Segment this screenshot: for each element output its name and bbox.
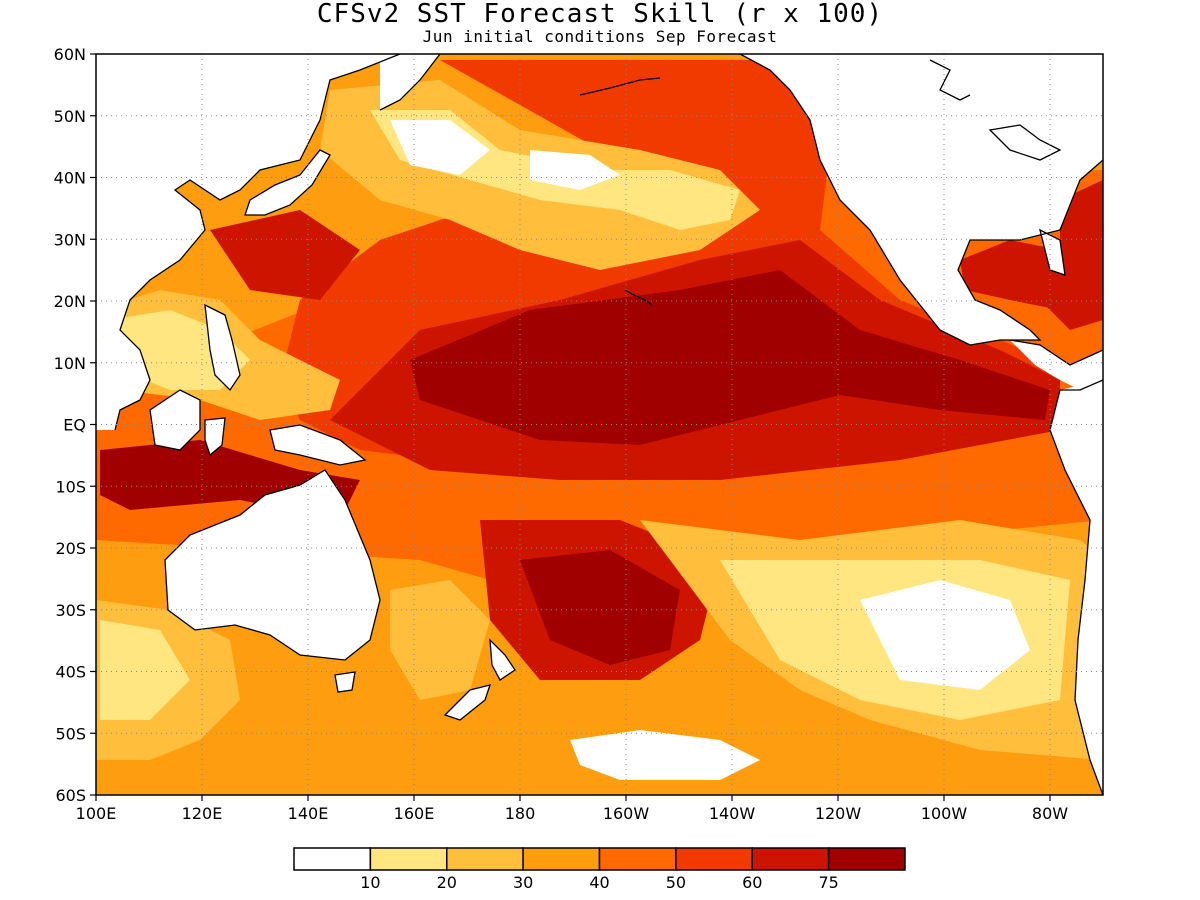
coast-great-lakes bbox=[988, 124, 1062, 161]
asia-land bbox=[96, 54, 400, 340]
grid-lines bbox=[96, 54, 1103, 795]
y-tick-label: 50N bbox=[54, 107, 86, 126]
map-subtitle: Jun initial conditions Sep Forecast bbox=[422, 27, 778, 46]
coast-philippines bbox=[204, 303, 241, 392]
new-guinea-land bbox=[270, 425, 365, 465]
y-tick-label: 10N bbox=[54, 354, 86, 373]
y-tick-label: 10S bbox=[55, 477, 86, 496]
colorbar-tick-label: 75 bbox=[818, 873, 838, 892]
field-west-pac-high bbox=[210, 210, 360, 300]
colorbar-tick-label: 40 bbox=[589, 873, 609, 892]
field-gulf-high bbox=[960, 240, 1060, 310]
y-tick-label: 30S bbox=[55, 601, 86, 620]
south-america-land bbox=[1050, 380, 1103, 795]
map-title: CFSv2 SST Forecast Skill (r x 100) bbox=[316, 0, 884, 29]
field-southern-ocean-verylow bbox=[100, 620, 190, 720]
colorbar-legend: 10 20 30 40 50 60 75 bbox=[293, 847, 906, 892]
y-tick-label: 40N bbox=[54, 169, 86, 188]
y-tick-label: 20S bbox=[55, 539, 86, 558]
y-tick-label: 20N bbox=[54, 292, 86, 311]
skill-field bbox=[96, 54, 1103, 795]
coast-sulawesi bbox=[204, 417, 226, 457]
x-tick-label: 160W bbox=[603, 804, 650, 823]
coast-central-america bbox=[1009, 339, 1103, 366]
map-plot-area bbox=[96, 54, 1103, 795]
colorbar-tick-label: 20 bbox=[437, 873, 457, 892]
colorbar-swatch bbox=[522, 847, 601, 871]
coast-south-america bbox=[1049, 379, 1103, 795]
field-south-central-core bbox=[520, 550, 680, 665]
coast-japan bbox=[244, 149, 331, 216]
x-tick-label: 140W bbox=[709, 804, 756, 823]
axes: 60N50N40N30N20N10NEQ10S20S30S40S50S60S10… bbox=[54, 45, 1069, 823]
coast-nz-north bbox=[489, 638, 516, 681]
colorbar-swatch bbox=[369, 847, 448, 871]
coast-aleutians bbox=[579, 77, 661, 96]
colorbar-swatch bbox=[675, 847, 753, 871]
borneo-land bbox=[150, 390, 200, 450]
x-tick-label: 120W bbox=[815, 804, 862, 823]
colorbar-swatch bbox=[598, 847, 677, 871]
coast-north-america bbox=[739, 54, 1103, 346]
colorbar-swatch bbox=[827, 847, 906, 871]
sulawesi-land bbox=[205, 418, 225, 455]
kamchatka-land bbox=[380, 54, 440, 110]
x-tick-label: 160E bbox=[394, 804, 435, 823]
field-north-white bbox=[390, 120, 490, 175]
y-tick-label: EQ bbox=[63, 416, 86, 435]
field-north-white-2 bbox=[530, 150, 620, 190]
field-tasman-low bbox=[390, 580, 490, 700]
colorbar-tick-label: 30 bbox=[513, 873, 533, 892]
x-tick-label: 100E bbox=[76, 804, 117, 823]
colorbar-swatch bbox=[446, 847, 524, 871]
coast-new-guinea bbox=[269, 424, 367, 466]
field-se-pacific-white bbox=[860, 580, 1030, 690]
x-tick-label: 120E bbox=[182, 804, 223, 823]
y-tick-label: 50S bbox=[55, 724, 86, 743]
colorbar-tick-label: 10 bbox=[360, 873, 380, 892]
new-zealand-north-land bbox=[490, 640, 515, 680]
colorbar-swatch bbox=[751, 847, 830, 871]
coast-borneo bbox=[149, 389, 201, 451]
y-tick-label: 30N bbox=[54, 230, 86, 249]
coastlines bbox=[114, 54, 1103, 795]
y-tick-label: 40S bbox=[55, 663, 86, 682]
tasmania-land bbox=[335, 672, 355, 692]
indochina-land bbox=[96, 330, 150, 430]
x-tick-label: 140E bbox=[288, 804, 329, 823]
x-tick-label: 180 bbox=[505, 804, 536, 823]
coast-nz-south bbox=[443, 684, 491, 721]
florida-land bbox=[1040, 230, 1065, 275]
colorbar-tick-label: 50 bbox=[666, 873, 686, 892]
field-southern-ocean-white bbox=[570, 730, 760, 780]
y-tick-label: 60N bbox=[54, 45, 86, 64]
x-tick-label: 100W bbox=[921, 804, 968, 823]
field-atlantic-high bbox=[1040, 180, 1103, 330]
coast-asia bbox=[114, 54, 401, 431]
coast-hudson bbox=[929, 59, 971, 101]
coast-hawaii bbox=[624, 289, 653, 306]
australia-land bbox=[165, 470, 380, 660]
y-tick-label: 60S bbox=[55, 786, 86, 805]
coast-florida bbox=[1039, 228, 1066, 276]
new-zealand-south-land bbox=[445, 685, 490, 720]
japan-land bbox=[245, 150, 330, 215]
colorbar-swatch bbox=[293, 847, 372, 871]
coast-kamchatka bbox=[379, 54, 441, 111]
field-equatorial-core bbox=[410, 270, 1050, 445]
coast-australia bbox=[164, 469, 381, 661]
colorbar-tick-label: 60 bbox=[742, 873, 762, 892]
central-america-land bbox=[1010, 340, 1103, 390]
coast-tasmania bbox=[334, 671, 356, 693]
x-tick-label: 80W bbox=[1032, 804, 1068, 823]
